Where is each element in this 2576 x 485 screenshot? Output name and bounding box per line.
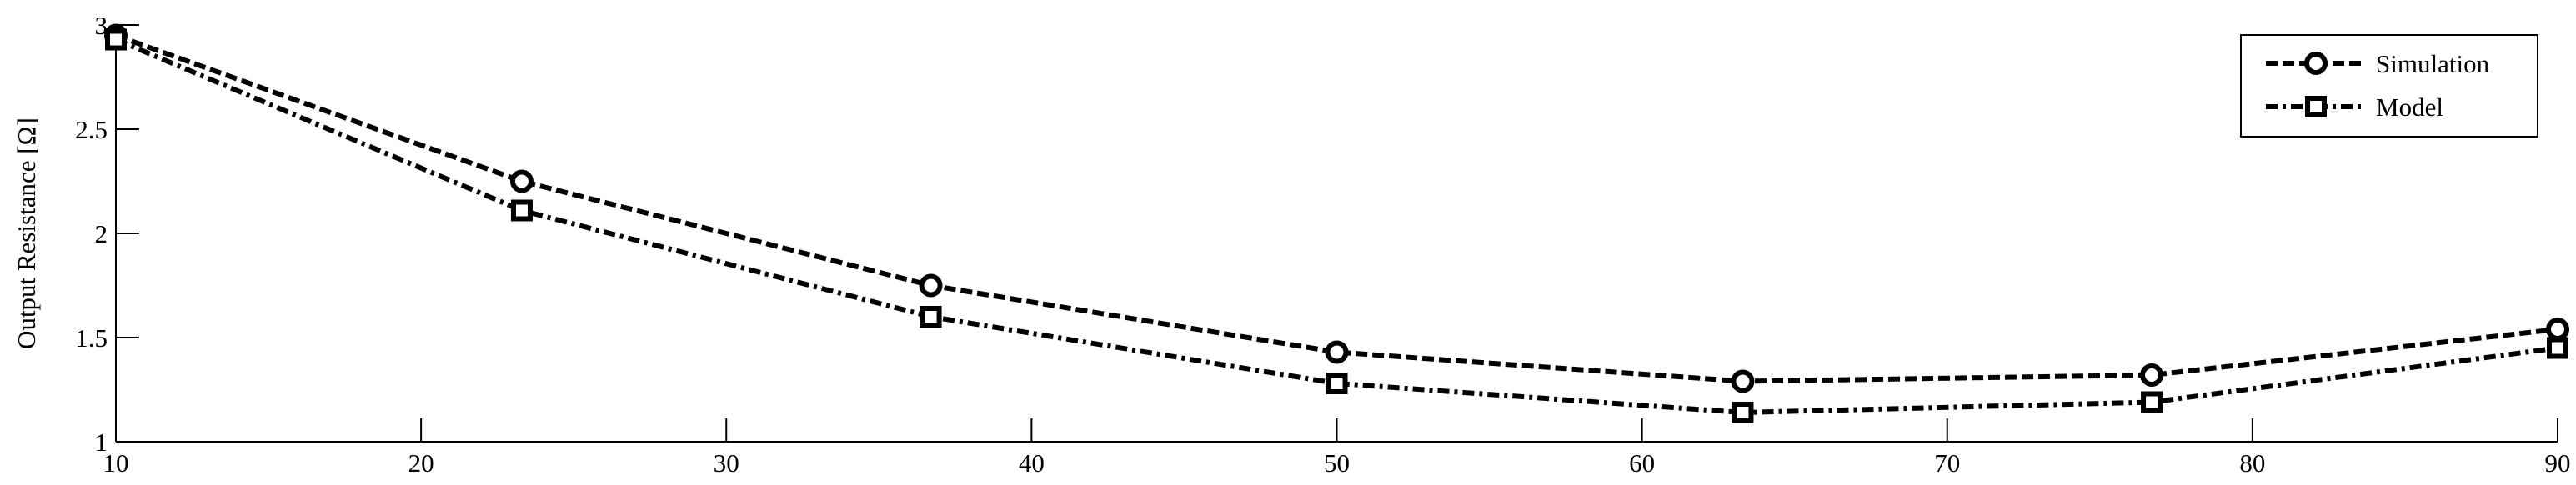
square-marker [1732, 402, 1754, 423]
legend: Simulation Model [2240, 34, 2538, 138]
x-tick-label: 80 [2239, 448, 2265, 478]
legend-box [2240, 34, 2538, 138]
x-tick-label: 40 [1019, 448, 1045, 478]
square-marker [920, 306, 942, 328]
y-tick-label: 1 [95, 428, 108, 457]
legend-label: Simulation [2376, 49, 2490, 78]
x-tick-label: 90 [2545, 448, 2571, 478]
square-marker [105, 28, 127, 51]
x-tick-label: 60 [1629, 448, 1655, 478]
square-marker [2141, 391, 2163, 413]
series-model [105, 28, 2568, 423]
circle-marker [2546, 318, 2569, 341]
circle-marker [509, 169, 534, 193]
square-marker [1326, 372, 1348, 394]
x-tick-label: 70 [1934, 448, 1960, 478]
x-tick-label: 30 [714, 448, 739, 478]
series-line [114, 32, 2558, 384]
y-tick-label: 3 [95, 11, 108, 40]
square-marker [2305, 96, 2327, 118]
circle-marker [2304, 52, 2328, 75]
x-tick-label: 50 [1324, 448, 1350, 478]
circle-marker [2140, 363, 2164, 387]
y-axis-label: Output Resistance [Ω] [12, 118, 41, 349]
circle-marker [919, 273, 943, 298]
legend-entry-simulation: Simulation [2266, 49, 2490, 78]
y-tick-label: 2 [95, 219, 108, 248]
legend-label: Model [2376, 92, 2443, 122]
legend-entry-model: Model [2266, 92, 2443, 122]
y-tick-label: 1.5 [75, 323, 108, 352]
x-tick-label: 10 [103, 448, 129, 478]
series-simulation [104, 23, 2569, 393]
x-axis: 10 20 30 40 50 60 70 80 90 [103, 418, 2571, 478]
series-layer [104, 23, 2569, 423]
x-tick-label: 20 [408, 448, 434, 478]
y-axis: 1 1.5 2 2.5 3 [75, 11, 139, 457]
circle-marker [1731, 369, 1755, 393]
square-marker [510, 199, 533, 222]
y-tick-label: 2.5 [75, 115, 108, 144]
square-marker [2547, 337, 2568, 359]
circle-marker [1325, 340, 1349, 364]
